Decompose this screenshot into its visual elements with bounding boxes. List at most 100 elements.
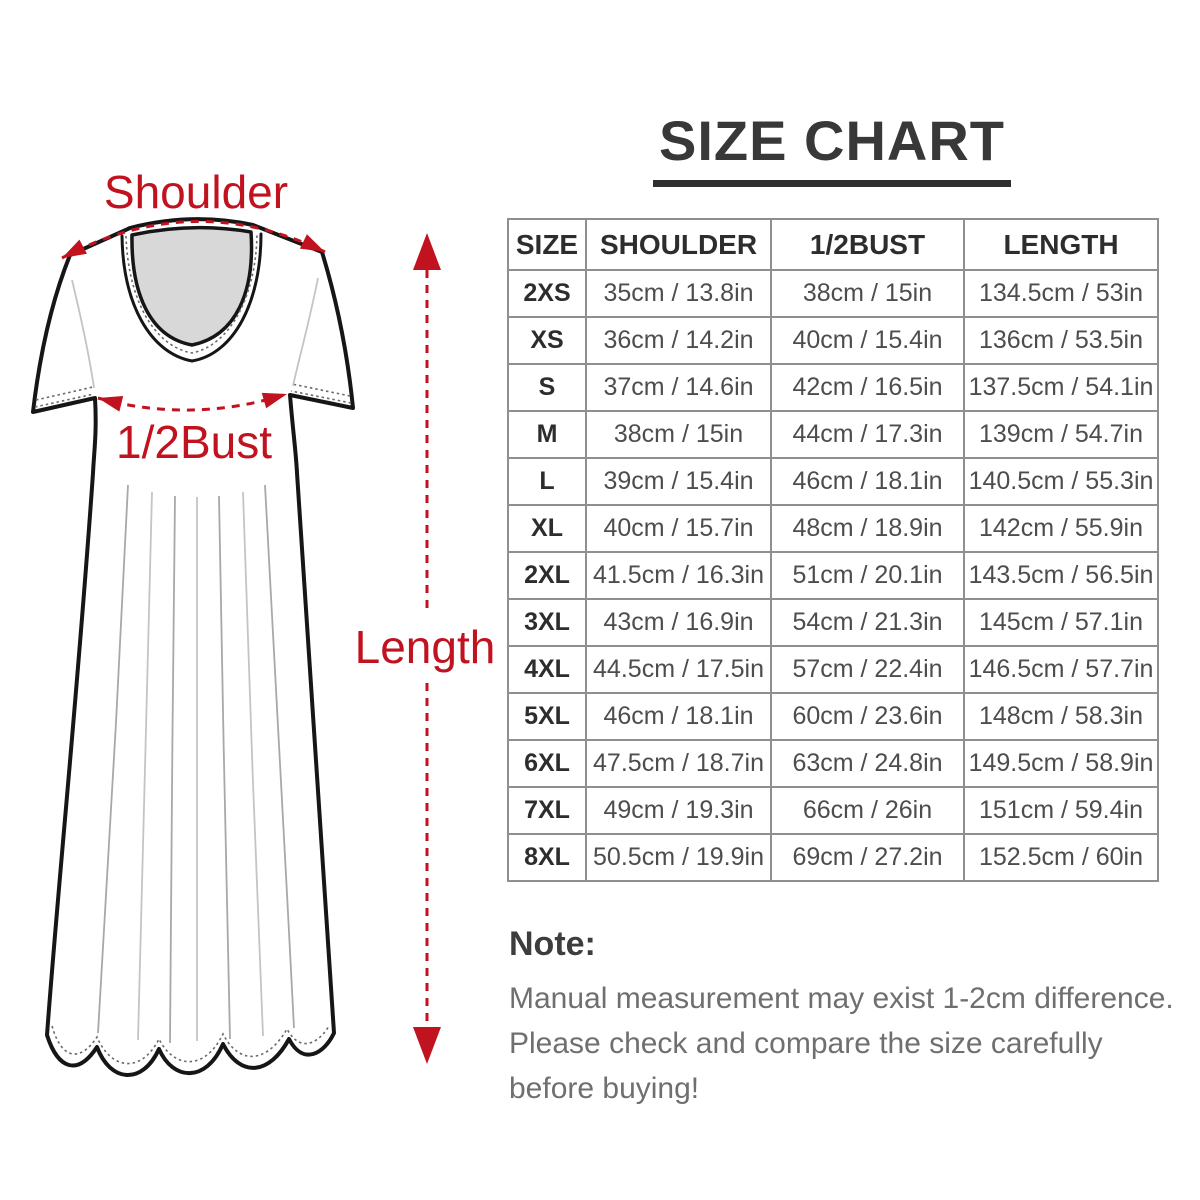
- skirt-pleat: [264, 484, 295, 1029]
- shoulder-cell: 47.5cm / 18.7in: [585, 739, 772, 788]
- bust-cell: 60cm / 23.6in: [770, 692, 965, 741]
- skirt-pleat: [242, 491, 264, 1037]
- hem-stitch: [51, 1025, 330, 1065]
- size-cell: XS: [507, 316, 587, 365]
- skirt-pleat: [97, 484, 129, 1034]
- size-cell: 8XL: [507, 833, 587, 882]
- length-cell: 143.5cm / 56.5in: [963, 551, 1159, 600]
- skirt-pleat: [169, 495, 176, 1044]
- neck-opening: [130, 225, 254, 347]
- table-row: 2XS 35cm / 13.8in 38cm / 15in 134.5cm / …: [507, 269, 1159, 318]
- note-line-2: Please check and compare the size carefu…: [509, 1027, 1103, 1105]
- shoulder-arrow-head-left: [62, 239, 87, 258]
- header-shoulder: SHOULDER: [585, 218, 772, 271]
- table-row: XS 36cm / 14.2in 40cm / 15.4in 136cm / 5…: [507, 316, 1159, 365]
- header-bust: 1/2BUST: [770, 218, 965, 271]
- dress-diagram: Shoulder 1/2Bust Length: [31, 166, 496, 1077]
- shoulder-cell: 35cm / 13.8in: [585, 269, 772, 318]
- skirt-pleat: [218, 495, 231, 1040]
- page-title: SIZE CHART: [653, 108, 1011, 187]
- bust-cell: 42cm / 16.5in: [770, 363, 965, 412]
- dress-outline: [31, 217, 355, 1077]
- note-title: Note:: [509, 925, 596, 963]
- table-header-row: SIZE SHOULDER 1/2BUST LENGTH: [507, 218, 1159, 271]
- size-cell: 7XL: [507, 786, 587, 835]
- table-row: 7XL 49cm / 19.3in 66cm / 26in 151cm / 59…: [507, 786, 1159, 835]
- length-cell: 140.5cm / 55.3in: [963, 457, 1159, 506]
- size-cell: XL: [507, 504, 587, 553]
- size-cell: S: [507, 363, 587, 412]
- length-cell: 139cm / 54.7in: [963, 410, 1159, 459]
- table-row: 5XL 46cm / 18.1in 60cm / 23.6in 148cm / …: [507, 692, 1159, 741]
- header-size: SIZE: [507, 218, 587, 271]
- length-cell: 146.5cm / 57.7in: [963, 645, 1159, 694]
- header-length: LENGTH: [963, 218, 1159, 271]
- bust-cell: 54cm / 21.3in: [770, 598, 965, 647]
- table-row: M 38cm / 15in 44cm / 17.3in 139cm / 54.7…: [507, 410, 1159, 459]
- table-row: L 39cm / 15.4in 46cm / 18.1in 140.5cm / …: [507, 457, 1159, 506]
- bust-measure-label: 1/2Bust: [116, 416, 272, 468]
- bust-arrow-head-right: [261, 392, 287, 409]
- bust-cell: 66cm / 26in: [770, 786, 965, 835]
- length-cell: 134.5cm / 53in: [963, 269, 1159, 318]
- table-row: 4XL 44.5cm / 17.5in 57cm / 22.4in 146.5c…: [507, 645, 1159, 694]
- bust-cell: 51cm / 20.1in: [770, 551, 965, 600]
- bust-cell: 69cm / 27.2in: [770, 833, 965, 882]
- length-measure-label: Length: [355, 621, 496, 673]
- size-cell: 3XL: [507, 598, 587, 647]
- shoulder-arrow: [61, 219, 326, 260]
- sleeve-stitch-left: [34, 386, 95, 408]
- shoulder-cell: 36cm / 14.2in: [585, 316, 772, 365]
- shoulder-cell: 49cm / 19.3in: [585, 786, 772, 835]
- shoulder-cell: 44.5cm / 17.5in: [585, 645, 772, 694]
- shoulder-cell: 39cm / 15.4in: [585, 457, 772, 506]
- length-arrow-head-top: [413, 233, 441, 270]
- bust-cell: 63cm / 24.8in: [770, 739, 965, 788]
- shoulder-cell: 41.5cm / 16.3in: [585, 551, 772, 600]
- shoulder-cell: 50.5cm / 19.9in: [585, 833, 772, 882]
- skirt-pleat: [137, 491, 153, 1041]
- size-cell: 6XL: [507, 739, 587, 788]
- title-block: SIZE CHART: [507, 108, 1157, 187]
- bust-cell: 44cm / 17.3in: [770, 410, 965, 459]
- note-block: Note: Manual measurement may exist 1-2cm…: [509, 925, 1189, 1111]
- length-cell: 148cm / 58.3in: [963, 692, 1159, 741]
- table-row: 2XL 41.5cm / 16.3in 51cm / 20.1in 143.5c…: [507, 551, 1159, 600]
- table-row: 8XL 50.5cm / 19.9in 69cm / 27.2in 152.5c…: [507, 833, 1159, 882]
- note-line-1: Manual measurement may exist 1-2cm diffe…: [509, 982, 1174, 1015]
- length-cell: 145cm / 57.1in: [963, 598, 1159, 647]
- size-cell: L: [507, 457, 587, 506]
- size-cell: 4XL: [507, 645, 587, 694]
- shoulder-cell: 40cm / 15.7in: [585, 504, 772, 553]
- bust-cell: 46cm / 18.1in: [770, 457, 965, 506]
- length-arrow-head-bottom: [413, 1027, 441, 1064]
- bust-cell: 40cm / 15.4in: [770, 316, 965, 365]
- collar-edge: [120, 232, 263, 363]
- shoulder-arrow-head-right: [299, 234, 325, 252]
- size-cell: 5XL: [507, 692, 587, 741]
- size-table: SIZE SHOULDER 1/2BUST LENGTH 2XS 35cm / …: [507, 218, 1159, 882]
- length-cell: 151cm / 59.4in: [963, 786, 1159, 835]
- table-row: 3XL 43cm / 16.9in 54cm / 21.3in 145cm / …: [507, 598, 1159, 647]
- collar-stitch: [125, 233, 258, 354]
- sleeve-crease-left: [71, 279, 95, 389]
- shoulder-cell: 46cm / 18.1in: [585, 692, 772, 741]
- length-cell: 142cm / 55.9in: [963, 504, 1159, 553]
- length-cell: 149.5cm / 58.9in: [963, 739, 1159, 788]
- size-cell: 2XS: [507, 269, 587, 318]
- table-row: 6XL 47.5cm / 18.7in 63cm / 24.8in 149.5c…: [507, 739, 1159, 788]
- bust-cell: 48cm / 18.9in: [770, 504, 965, 553]
- bust-cell: 38cm / 15in: [770, 269, 965, 318]
- shoulder-cell: 38cm / 15in: [585, 410, 772, 459]
- size-cell: 2XL: [507, 551, 587, 600]
- table-row: S 37cm / 14.6in 42cm / 16.5in 137.5cm / …: [507, 363, 1159, 412]
- length-cell: 136cm / 53.5in: [963, 316, 1159, 365]
- length-cell: 152.5cm / 60in: [963, 833, 1159, 882]
- shoulder-measure-label: Shoulder: [104, 166, 288, 218]
- sleeve-crease-right: [292, 277, 319, 387]
- table-row: XL 40cm / 15.7in 48cm / 18.9in 142cm / 5…: [507, 504, 1159, 553]
- shoulder-cell: 37cm / 14.6in: [585, 363, 772, 412]
- sleeve-stitch-right: [290, 383, 352, 404]
- bust-cell: 57cm / 22.4in: [770, 645, 965, 694]
- length-cell: 137.5cm / 54.1in: [963, 363, 1159, 412]
